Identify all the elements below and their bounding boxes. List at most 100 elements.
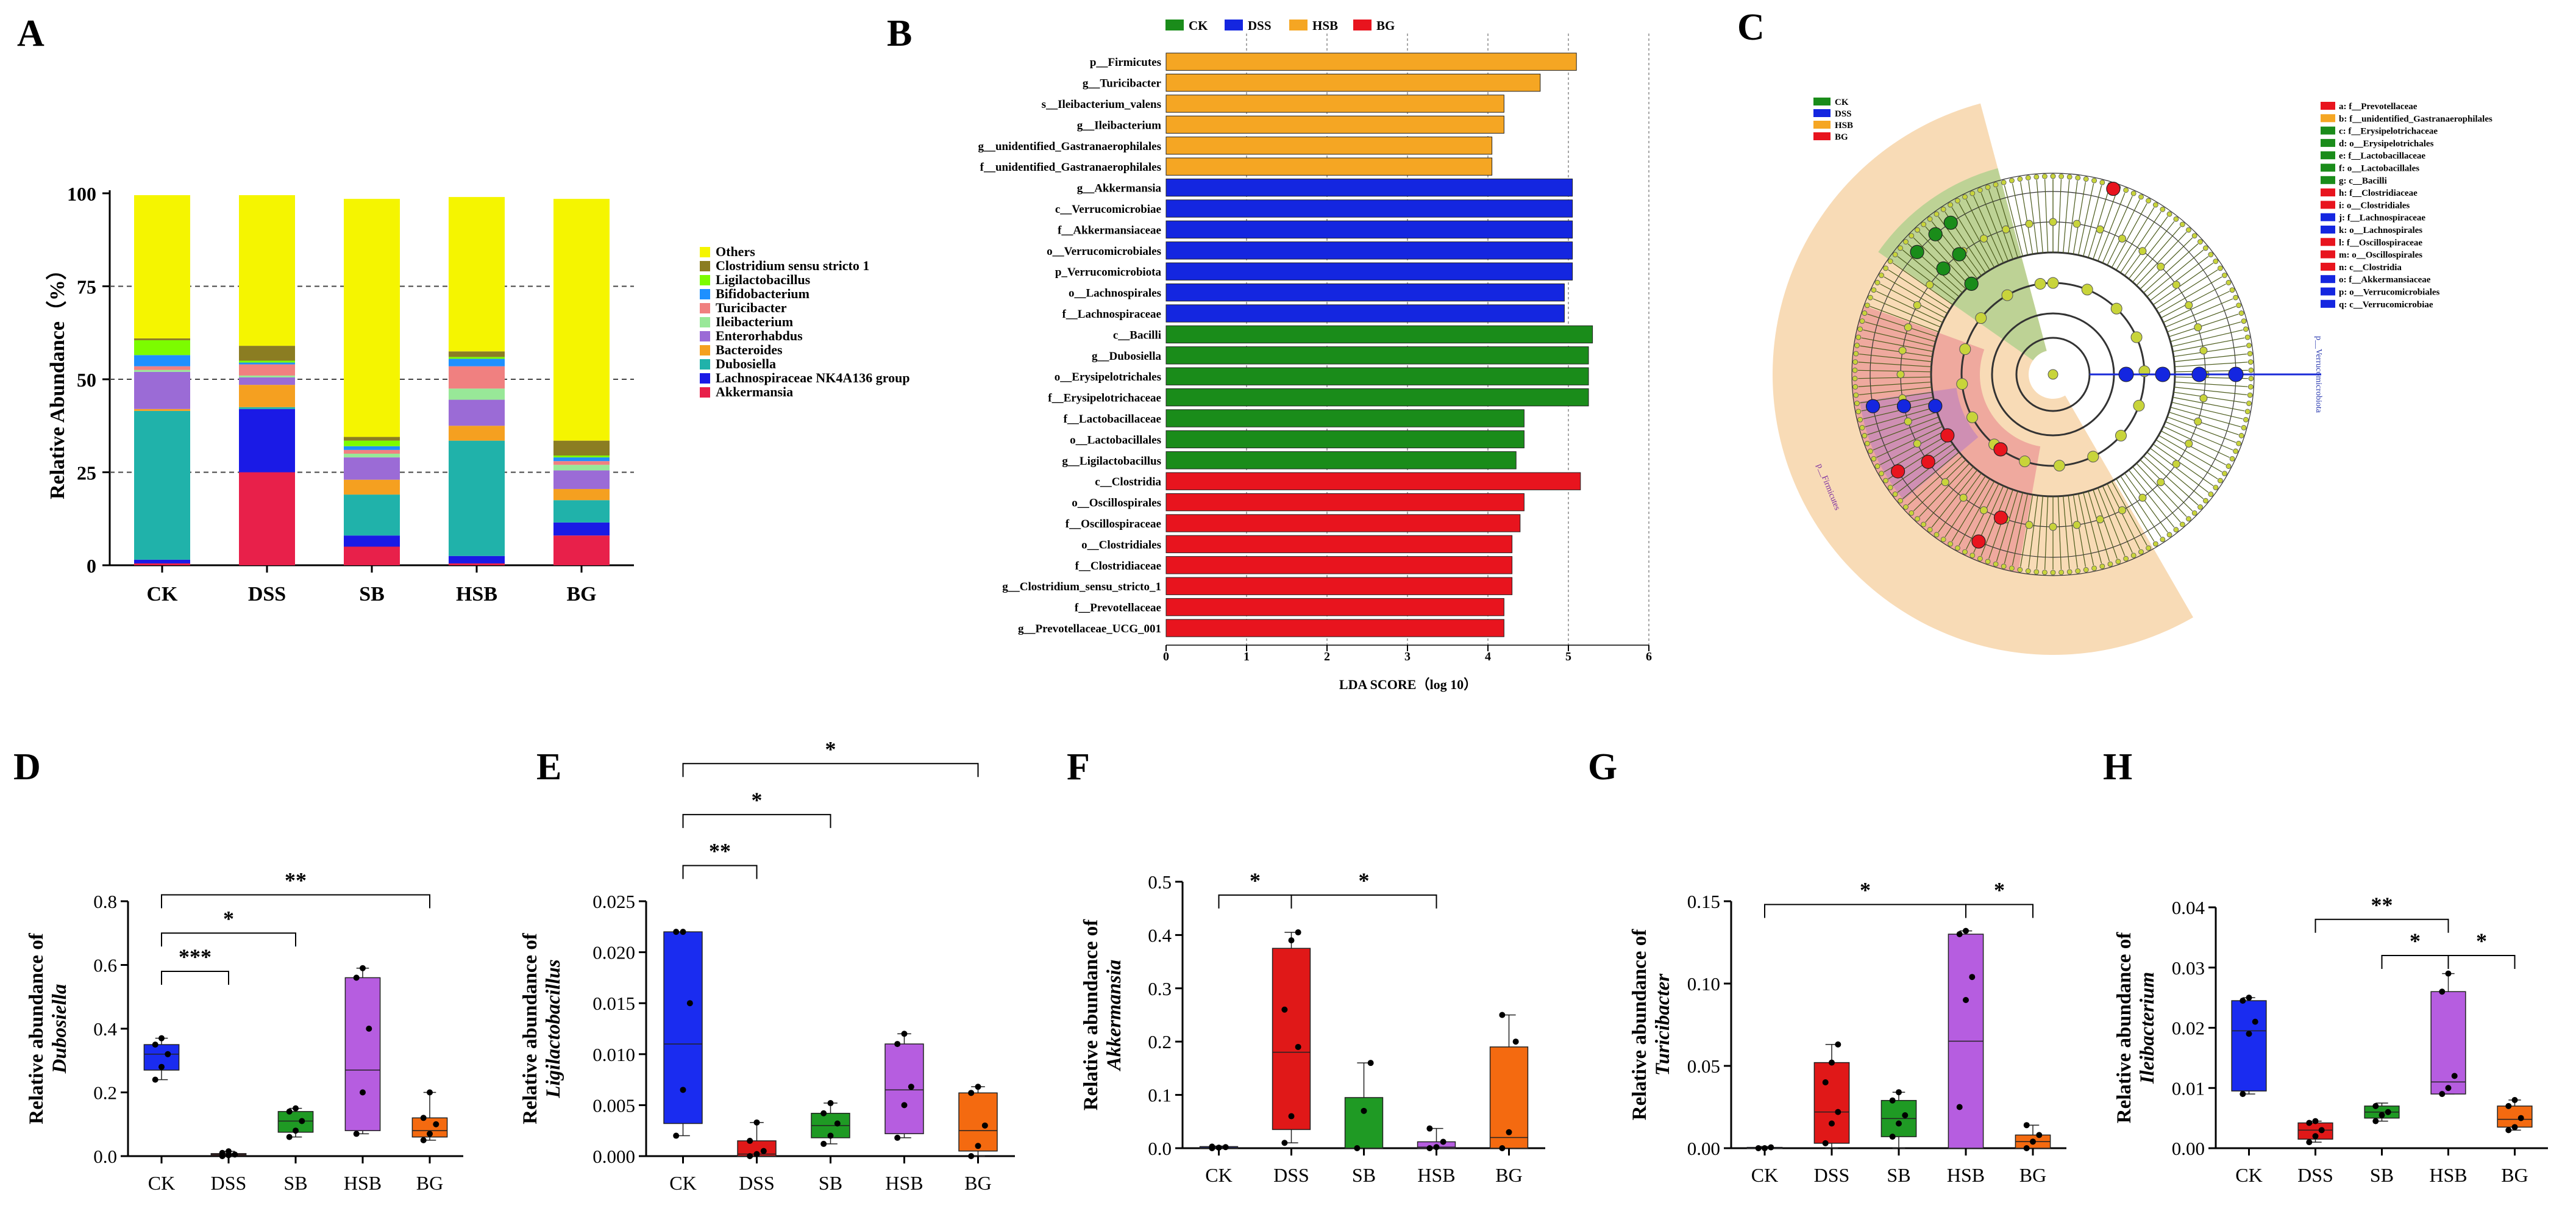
g-point xyxy=(1956,931,1963,937)
a-legend-label: Bifidobacterium xyxy=(716,286,809,301)
c-legend-swatch xyxy=(1813,109,1831,117)
c-node xyxy=(2185,439,2193,448)
g-ylabel-taxon: Turicibacter xyxy=(1652,973,1674,1076)
c-key-label: d: o__Erysipelotrichales xyxy=(2339,139,2434,149)
a-bar-segment xyxy=(344,479,400,495)
c-branch xyxy=(2088,491,2110,562)
d-point xyxy=(152,1041,158,1048)
c-leaf-node xyxy=(2244,334,2250,340)
c-branch xyxy=(2167,416,2236,443)
c-key-label: f: o__Lactobacillales xyxy=(2339,164,2419,174)
c-significant-node xyxy=(1952,247,1966,262)
c-node xyxy=(1959,493,1968,502)
f-ytick-label: 0.5 xyxy=(1148,871,1172,893)
c-leaf-node xyxy=(2025,175,2031,180)
g-sig-label: * xyxy=(1994,877,2005,902)
b-bar xyxy=(1165,241,1573,260)
a-bar-segment xyxy=(239,360,295,363)
a-legend-swatch xyxy=(700,359,710,370)
c-branch xyxy=(1880,430,1946,465)
c-node xyxy=(1941,478,1949,487)
panel-letter-g: G xyxy=(1588,746,1617,788)
c-leaf-node xyxy=(1940,206,1946,212)
f-xtick-label: HSB xyxy=(1417,1164,1455,1186)
e-sig-label: ** xyxy=(709,838,731,863)
e-point xyxy=(747,1153,753,1159)
c-leaf-node xyxy=(1948,202,1954,208)
c-branch xyxy=(2174,387,2247,396)
a-bar-segment xyxy=(449,440,505,556)
c-branch xyxy=(2140,237,2193,290)
c-leaf-node xyxy=(1969,190,1976,196)
a-legend-swatch xyxy=(700,345,710,355)
c-leaf-node xyxy=(2025,568,2031,574)
h-point xyxy=(2511,1124,2518,1131)
c-leaf-node xyxy=(2186,227,2191,233)
c-branch xyxy=(1861,337,1934,352)
h-box xyxy=(2231,1000,2267,1091)
c-key-swatch xyxy=(2321,151,2335,160)
c-branch xyxy=(1880,284,1946,318)
c-branch xyxy=(2088,187,2110,258)
e-box xyxy=(884,1043,924,1134)
f-box xyxy=(1344,1097,1384,1149)
f-ylabel: Relative abundance ofAkkermansia xyxy=(1080,919,1125,1111)
c-leaf-node xyxy=(2138,194,2144,200)
b-bar xyxy=(1165,157,1493,176)
d-point xyxy=(226,1148,232,1155)
e-point xyxy=(894,1041,901,1048)
c-leaf-node xyxy=(2083,176,2089,182)
c-branch xyxy=(2170,407,2241,427)
b-bar-label: g__Prevotellaceae_UCG_001 xyxy=(1018,623,1161,635)
f-point xyxy=(1426,1145,1433,1151)
f-point xyxy=(1499,1012,1506,1018)
f-point xyxy=(1215,1145,1222,1151)
f-ytick-label: 0.2 xyxy=(1148,1031,1172,1052)
c-leaf-node xyxy=(2246,401,2252,406)
b-xtick-label: 0 xyxy=(1163,650,1169,663)
b-bar-label: f__unidentified_Gastranaerophilales xyxy=(980,161,1161,174)
c-leaf-node xyxy=(1909,510,1915,516)
c-leaf-node xyxy=(2099,563,2105,570)
a-bar-segment xyxy=(239,362,295,365)
d-ytick-label: 0.0 xyxy=(93,1146,117,1167)
a-bar-segment xyxy=(134,340,190,355)
c-leaf-node xyxy=(2009,177,2015,184)
c-verruco-node xyxy=(2118,366,2134,382)
c-branch xyxy=(2163,426,2230,458)
c-branch xyxy=(2012,183,2029,255)
c-node xyxy=(2081,284,2093,296)
c-branch xyxy=(2170,321,2241,342)
c-leaf-node xyxy=(1892,252,1898,257)
c-leaf-node xyxy=(2138,549,2144,555)
c-branch xyxy=(2004,492,2023,564)
c-leaf-node xyxy=(2017,567,2023,573)
d-ylabel: Relative abundance ofDubosiella xyxy=(26,932,71,1124)
b-legend-label: HSB xyxy=(1312,18,1338,33)
g-point xyxy=(1829,1059,1835,1066)
c-branch xyxy=(2158,435,2222,473)
c-node xyxy=(2019,455,2031,468)
b-bar xyxy=(1165,409,1525,427)
c-leaf-node xyxy=(2115,559,2121,565)
c-branch xyxy=(2124,216,2168,276)
c-key-label: g: c__Bacilli xyxy=(2339,176,2387,186)
d-sig-bracket xyxy=(161,894,430,909)
b-bar-label: g__Ileibacterium xyxy=(1077,119,1161,132)
c-key-swatch xyxy=(2321,299,2335,308)
c-legend-swatch xyxy=(1813,121,1831,129)
g-point xyxy=(1822,1140,1829,1146)
a-bar-segment xyxy=(449,197,505,352)
c-key-label: p: o__Verrucomicrobiales xyxy=(2339,288,2440,298)
c-significant-node xyxy=(1940,428,1955,443)
c-branch xyxy=(2171,402,2243,420)
c-leaf-node xyxy=(1859,318,1865,324)
c-leaf-node xyxy=(2160,537,2166,543)
c-node xyxy=(2130,331,2143,343)
f-point xyxy=(1499,1145,1506,1151)
c-branch xyxy=(2146,249,2204,297)
c-branch xyxy=(2077,493,2094,566)
c-leaf-node xyxy=(1883,477,1888,484)
c-key-swatch xyxy=(2321,226,2335,234)
d-sig-label: * xyxy=(223,906,234,931)
